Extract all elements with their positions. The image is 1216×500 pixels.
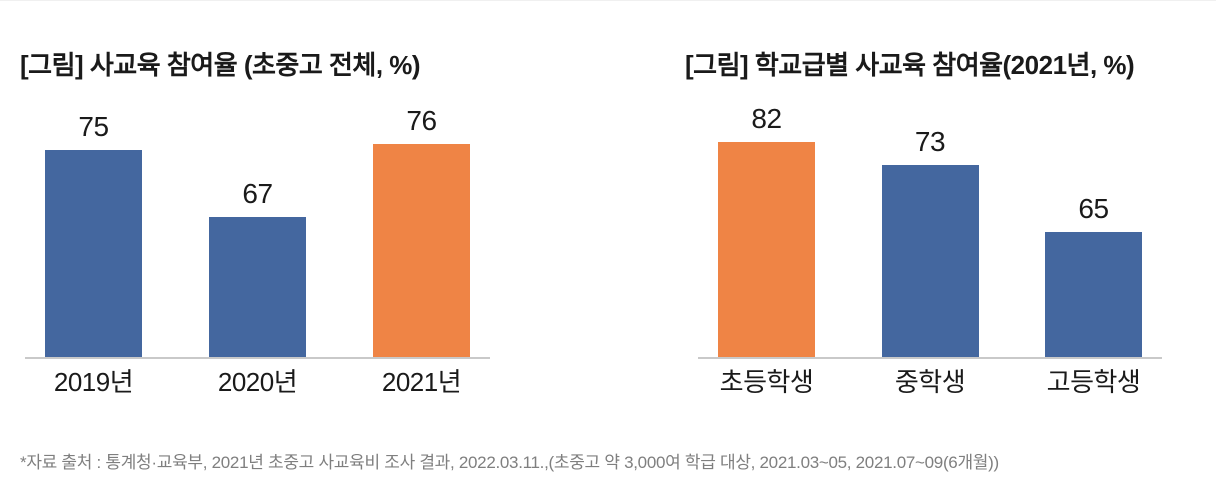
chart-title: [그림] 학교급별 사교육 참여율(2021년, %) — [685, 49, 1135, 80]
category-label: 중학생 — [894, 367, 966, 397]
bar-group: 82 — [718, 103, 815, 357]
bar-value-label: 75 — [78, 111, 109, 142]
category-label: 2020년 — [217, 367, 298, 397]
category-label: 초등학생 — [719, 367, 814, 397]
bar-group: 67 — [209, 178, 306, 357]
bar-2021년 — [373, 144, 470, 357]
bar-group: 73 — [881, 126, 979, 357]
chart-participation-rate-by-school-level: [그림] 학교급별 사교육 참여율(2021년, %) 82 73 65 초등학생 중… — [685, 1, 1167, 421]
chart-participation-rate-total: [그림] 사교육 참여율 (초중고 전체, %) 75 67 76 2019년 202… — [20, 1, 498, 421]
bar-group: 75 — [45, 111, 142, 357]
bar-2019년 — [45, 150, 142, 357]
bar-2020년 — [209, 217, 306, 357]
category-label: 2021년 — [381, 367, 462, 397]
bar-value-label: 76 — [406, 105, 437, 136]
bar-plot-area: 82 73 65 — [698, 91, 1162, 359]
bar-고등학생 — [1045, 232, 1142, 357]
bar-초등학생 — [718, 142, 815, 357]
bar-value-label: 65 — [1078, 193, 1109, 224]
category-label: 2019년 — [53, 367, 134, 397]
bar-중학생 — [881, 165, 979, 357]
bar-value-label: 73 — [914, 126, 946, 157]
category-axis: 초등학생 중학생 고등학생 — [698, 365, 1162, 401]
bar-plot-area: 75 67 76 — [25, 91, 490, 359]
category-axis: 2019년 2020년 2021년 — [25, 365, 490, 401]
bar-group: 65 — [1045, 193, 1142, 357]
category-label: 고등학생 — [1046, 367, 1141, 397]
chart-title: [그림] 사교육 참여율 (초중고 전체, %) — [20, 49, 421, 80]
source-footnote: *자료 출처 : 통계청·교육부, 2021년 초중고 사교육비 조사 결과, … — [20, 453, 999, 472]
bar-value-label: 67 — [242, 178, 273, 209]
bar-group: 76 — [373, 105, 470, 357]
bar-value-label: 82 — [751, 103, 782, 134]
